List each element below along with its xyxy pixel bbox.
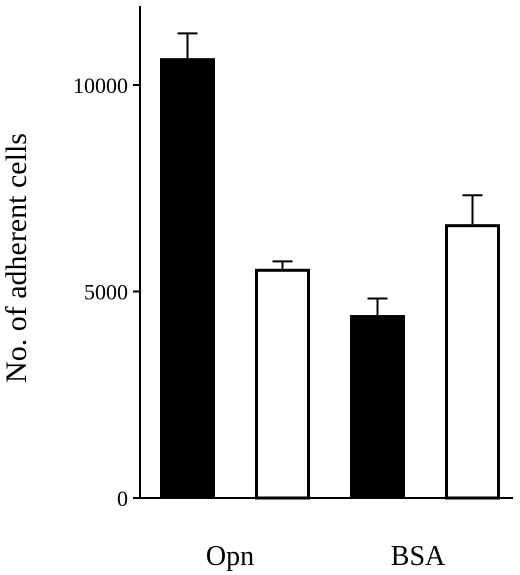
y-tick-label: 5000 [84,280,128,305]
y-tick-label: 10000 [73,73,128,98]
bar-bsa-filled [350,315,405,498]
y-ticks: 0 5000 10000 [73,73,140,511]
category-label-opn: Opn [206,541,254,572]
category-label-bsa: BSA [391,541,446,572]
y-tick-label: 0 [117,486,128,511]
bar-opn-open [255,268,310,500]
bars [160,32,500,500]
y-axis-title: No. of adherent cells [0,133,33,383]
bar-bsa-open [445,224,500,500]
bar-opn-filled [160,58,215,498]
category-labels: Opn BSA [206,541,446,572]
